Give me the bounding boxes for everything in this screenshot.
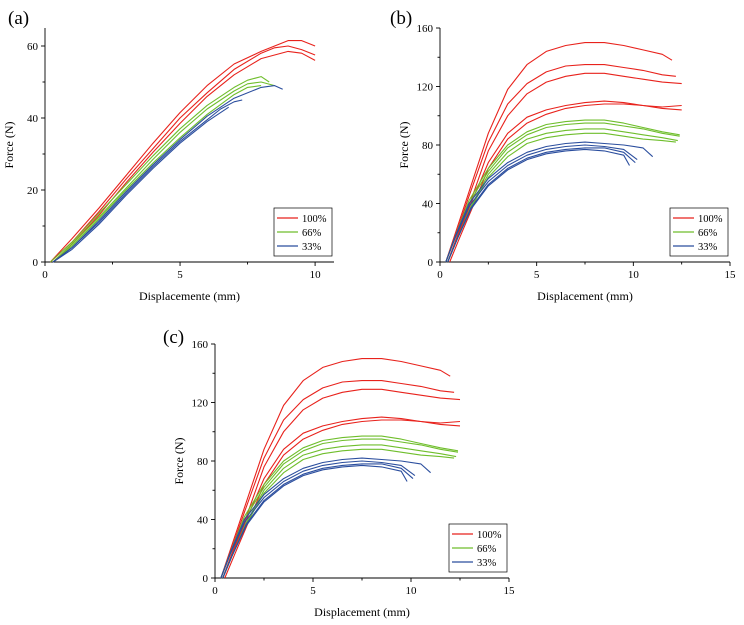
legend-label: 66% bbox=[698, 228, 718, 239]
series-line-66pct-4 bbox=[50, 76, 270, 263]
y-tick-label: 20 bbox=[27, 185, 39, 197]
x-tick-label: 10 bbox=[406, 585, 418, 597]
y-tick-label: 120 bbox=[417, 82, 434, 94]
y-tick-label: 0 bbox=[428, 257, 434, 269]
x-axis-label: Displacement (mm) bbox=[314, 605, 410, 619]
series-line-33pct-11 bbox=[220, 460, 416, 579]
y-axis-label: Force (N) bbox=[397, 122, 411, 169]
x-axis-label: Displacement (mm) bbox=[537, 289, 633, 303]
legend-label: 33% bbox=[698, 242, 718, 253]
legend-label: 66% bbox=[477, 544, 497, 555]
series-line-100pct-3 bbox=[447, 72, 682, 263]
series-line-33pct-12 bbox=[222, 463, 414, 579]
series-line-66pct-6 bbox=[52, 85, 262, 263]
series-line-33pct-9 bbox=[52, 106, 230, 263]
y-tick-label: 80 bbox=[197, 456, 209, 468]
legend-label: 100% bbox=[477, 530, 502, 541]
series-line-66pct-7 bbox=[445, 122, 680, 263]
series-line-100pct-1 bbox=[220, 358, 451, 579]
series-line-33pct-12 bbox=[447, 147, 636, 263]
series-line-100pct-3 bbox=[52, 50, 316, 263]
x-tick-label: 0 bbox=[42, 269, 48, 281]
series-line-100pct-1 bbox=[49, 40, 316, 263]
series-line-100pct-3 bbox=[222, 388, 461, 579]
series-line-66pct-8 bbox=[222, 444, 457, 579]
series-line-33pct-8 bbox=[52, 99, 243, 263]
series-line-66pct-9 bbox=[447, 132, 676, 263]
series-line-33pct-11 bbox=[445, 144, 638, 263]
y-tick-label: 120 bbox=[192, 398, 209, 410]
y-axis-label: Force (N) bbox=[2, 122, 16, 169]
panel-b: (b) 0 5 10 15 0 40 80 120 160 Displacement (mm) For… bbox=[390, 8, 736, 303]
panel-label: (b) bbox=[390, 8, 412, 29]
x-tick-label: 5 bbox=[177, 269, 183, 281]
panel-a: (a) 0 5 10 0 20 40 60 Displacemente (mm) Force (N… bbox=[2, 8, 334, 303]
y-tick-label: 160 bbox=[417, 23, 434, 35]
x-tick-label: 10 bbox=[310, 269, 322, 281]
series-line-66pct-7 bbox=[220, 438, 459, 579]
series-line-100pct-2 bbox=[50, 45, 316, 263]
legend-label: 33% bbox=[477, 558, 497, 569]
y-tick-label: 40 bbox=[197, 515, 209, 527]
x-axis-label: Displacemente (mm) bbox=[139, 289, 240, 303]
x-tick-label: 5 bbox=[534, 269, 540, 281]
legend-label: 66% bbox=[302, 228, 322, 239]
x-tick-label: 0 bbox=[437, 269, 443, 281]
x-tick-label: 0 bbox=[212, 585, 218, 597]
legend-label: 100% bbox=[302, 214, 327, 225]
y-tick-label: 40 bbox=[422, 199, 434, 211]
series-line-66pct-6 bbox=[220, 435, 459, 579]
x-tick-label: 15 bbox=[504, 585, 516, 597]
series-line-33pct-10 bbox=[445, 141, 654, 263]
series-line-33pct-10 bbox=[220, 457, 431, 579]
series-line-33pct-7 bbox=[52, 85, 283, 263]
series-line-66pct-5 bbox=[52, 81, 275, 263]
y-tick-label: 160 bbox=[192, 339, 209, 351]
y-axis-label: Force (N) bbox=[172, 438, 186, 485]
series-line-100pct-1 bbox=[445, 42, 673, 263]
legend-label: 100% bbox=[698, 214, 723, 225]
x-tick-label: 5 bbox=[310, 585, 316, 597]
series-line-66pct-9 bbox=[222, 448, 455, 579]
x-tick-label: 10 bbox=[628, 269, 640, 281]
series-line-100pct-2 bbox=[220, 380, 455, 579]
legend-label: 33% bbox=[302, 242, 322, 253]
series-line-100pct-2 bbox=[445, 64, 676, 263]
panel-label: (c) bbox=[163, 327, 184, 348]
x-tick-label: 15 bbox=[725, 269, 737, 281]
panel-label: (a) bbox=[8, 8, 29, 29]
series-line-33pct-13 bbox=[222, 464, 408, 579]
series-line-66pct-6 bbox=[445, 119, 680, 263]
series-line-33pct-13 bbox=[447, 148, 630, 263]
y-tick-label: 0 bbox=[33, 257, 39, 269]
y-tick-label: 0 bbox=[203, 573, 209, 585]
panel-c: (c) 0 5 10 15 0 40 80 120 160 Displacement (mm) For… bbox=[163, 327, 515, 619]
y-tick-label: 40 bbox=[27, 113, 39, 125]
y-tick-label: 60 bbox=[27, 41, 39, 53]
y-tick-label: 80 bbox=[422, 140, 434, 152]
